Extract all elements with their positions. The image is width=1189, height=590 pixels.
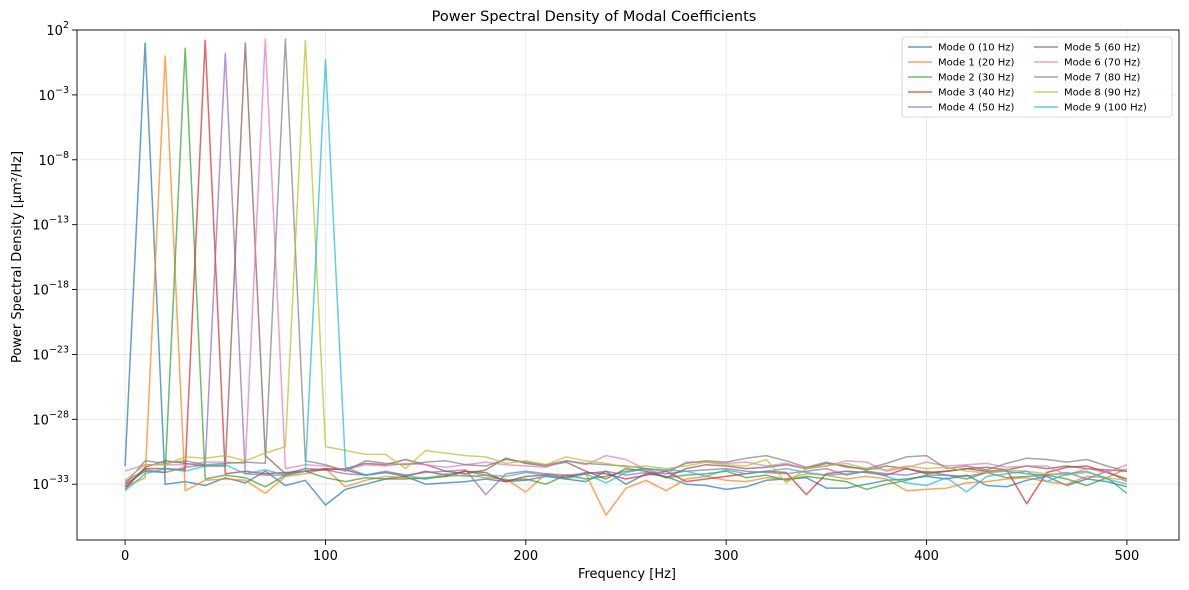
- x-tick-label: 500: [1114, 549, 1139, 564]
- y-tick-label: 10−33: [32, 474, 69, 493]
- legend-entry-label: Mode 7 (80 Hz): [1064, 73, 1141, 84]
- plot-frame: [76, 29, 1180, 541]
- x-tick-label: 200: [513, 549, 538, 564]
- legend-entry-label: Mode 5 (60 Hz): [1064, 43, 1141, 54]
- y-tick-label: 10−8: [38, 150, 69, 169]
- series-line-mode-9: [124, 59, 1128, 493]
- series-line-mode-6: [124, 38, 1128, 476]
- x-axis-label: Frequency [Hz]: [578, 567, 676, 582]
- legend-entry-label: Mode 1 (20 Hz): [938, 58, 1015, 69]
- x-tick-label: 0: [121, 549, 129, 564]
- legend-entry-label: Mode 0 (10 Hz): [938, 43, 1015, 54]
- y-axis-label: Power Spectral Density [μm²/Hz]: [10, 151, 25, 363]
- y-tick-label: 10−13: [32, 215, 69, 234]
- legend: Mode 0 (10 Hz) Mode 1 (20 Hz) Mode 2 (30 H…: [901, 36, 1173, 118]
- legend-entry-label: Mode 2 (30 Hz): [938, 73, 1015, 84]
- legend-entry-label: Mode 8 (90 Hz): [1064, 88, 1141, 99]
- axis-ticks: 0 100 200 300 400 500 10−33 10−28 10−23 10−18 10−1…: [32, 20, 1139, 564]
- y-tick-label: 102: [46, 20, 69, 39]
- y-tick-label: 10−18: [32, 280, 69, 299]
- legend-entry-label: Mode 9 (100 Hz): [1064, 103, 1147, 114]
- legend-entry-label: Mode 4 (50 Hz): [938, 103, 1015, 114]
- series-line-mode-7: [124, 38, 1128, 485]
- y-tick-label: 10−28: [32, 409, 69, 428]
- x-tick-label: 100: [313, 549, 338, 564]
- series-line-mode-1: [124, 55, 1128, 517]
- series-line-mode-8: [124, 39, 1127, 484]
- x-tick-label: 400: [914, 549, 939, 564]
- legend-entry-label: Mode 6 (70 Hz): [1064, 58, 1141, 69]
- y-tick-label: 10−23: [32, 344, 69, 363]
- legend-entry-label: Mode 3 (40 Hz): [938, 88, 1015, 99]
- series-layer: [124, 38, 1128, 517]
- y-tick-label: 10−3: [38, 85, 69, 104]
- chart-title: Power Spectral Density of Modal Coeffici…: [432, 9, 757, 25]
- x-tick-label: 300: [714, 549, 739, 564]
